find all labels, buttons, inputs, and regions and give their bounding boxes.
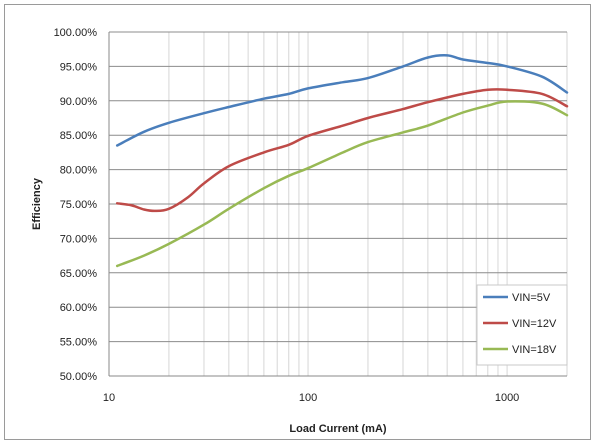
y-tick-label: 60.00% (60, 302, 98, 314)
y-tick-label: 55.00% (60, 337, 98, 349)
chart-frame (4, 4, 591, 440)
y-tick-label: 65.00% (60, 268, 98, 280)
series-line-vin-5v (115, 54, 569, 147)
series-line-vin-12v (115, 88, 569, 213)
series-line-vin-18v (115, 100, 569, 268)
x-tick-label: 1000 (495, 392, 519, 404)
legend-label-vin-5v: VIN=5V (512, 292, 551, 304)
series-layer (115, 54, 569, 268)
y-tick-label: 95.00% (60, 61, 98, 73)
y-tick-label: 85.00% (60, 130, 98, 142)
y-axis-title: Efficiency (31, 177, 43, 230)
y-tick-label: 100.00% (54, 27, 98, 39)
legend-label-vin-12v: VIN=12V (512, 318, 557, 330)
x-tick-label: 100 (299, 392, 317, 404)
y-tick-label: 50.00% (60, 371, 98, 383)
x-axis-title: Load Current (mA) (289, 423, 387, 435)
legend-label-vin-18v: VIN=18V (512, 344, 557, 356)
y-tick-label: 90.00% (60, 96, 98, 108)
y-tick-label: 70.00% (60, 233, 98, 245)
legend: VIN=5V VIN=12V VIN=18V (476, 284, 568, 366)
y-tick-label: 80.00% (60, 165, 98, 177)
x-tick-label: 10 (103, 392, 115, 404)
legend-box (476, 284, 568, 366)
y-tick-label: 75.00% (60, 199, 98, 211)
axes-layer: 50.00% 55.00% 60.00% 65.00% 70.00% 75.00% 80.0… (54, 27, 567, 404)
